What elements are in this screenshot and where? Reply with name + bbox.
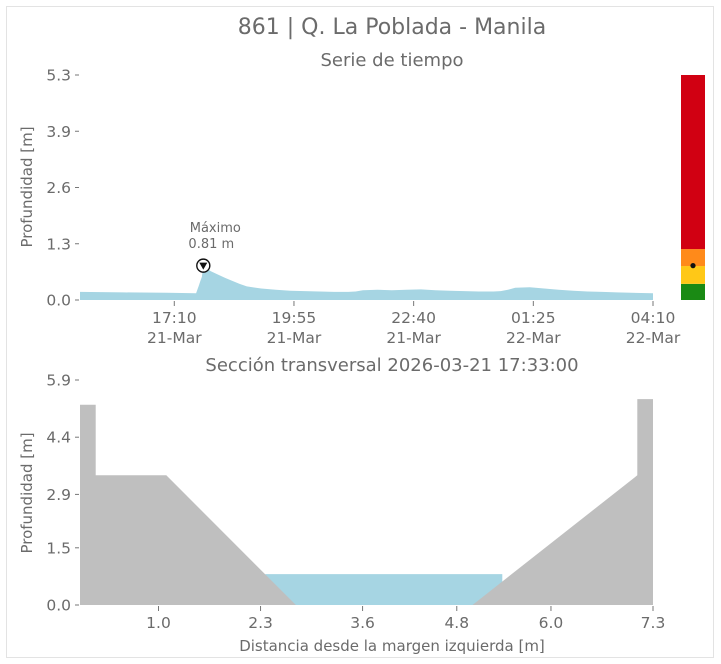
x-tick-label: 2.3 [248, 614, 273, 632]
y-tick-label: 0.0 [46, 597, 71, 615]
time-series-title: Serie de tiempo [320, 50, 463, 71]
x-tick-time: 22:40 [391, 309, 436, 327]
x-tick-label: 6.0 [539, 614, 564, 632]
y-tick-label: 2.9 [46, 486, 71, 504]
x-tick-label: 4.8 [444, 614, 469, 632]
max-annotation: Máximo 0.81 m [188, 221, 241, 273]
cross-section-xlabel: Distancia desde la margen izquierda [m] [239, 637, 545, 655]
time-series-ylabel: Profundidad [m] [18, 126, 36, 247]
cross-section-title: Sección transversal 2026-03-21 17:33:00 [205, 355, 578, 376]
cross-section-y-ticks: 0.0 1.5 2.9 4.4 5.9 [46, 372, 79, 615]
alert-level-segment [681, 266, 705, 284]
y-tick-label: 1.5 [46, 539, 71, 557]
x-tick-label: 7.3 [641, 614, 666, 632]
y-tick-label: 4.4 [46, 429, 71, 447]
water-level-area [265, 574, 503, 605]
x-tick-date: 21-Mar [147, 329, 202, 347]
alert-level-segment [681, 249, 705, 267]
x-tick-time: 19:55 [272, 309, 317, 327]
x-tick-label: 1.0 [146, 614, 171, 632]
y-tick-label: 2.6 [46, 179, 71, 197]
depth-series-area [80, 265, 653, 300]
cross-section-ylabel: Profundidad [m] [18, 432, 36, 553]
max-annotation-value: 0.81 m [188, 237, 234, 252]
figure-title: 861 | Q. La Poblada - Manila [238, 15, 546, 40]
alert-level-segment [681, 75, 705, 250]
current-level-dot [690, 263, 696, 269]
cross-section-chart: Sección transversal 2026-03-21 17:33:00 … [18, 355, 665, 655]
cross-section-x-ticks: 1.0 2.3 3.6 4.8 6.0 7.3 [146, 606, 665, 632]
x-tick-time: 04:10 [631, 309, 676, 327]
y-tick-label: 0.0 [46, 292, 71, 310]
max-annotation-label: Máximo [190, 221, 241, 236]
x-tick-time: 17:10 [152, 309, 197, 327]
y-tick-label: 3.9 [46, 123, 71, 141]
time-series-y-ticks: 0.0 1.3 2.6 3.9 5.3 [46, 67, 79, 310]
time-series-chart: Serie de tiempo Profundidad [m] 0.0 1.3 2.… [18, 50, 705, 347]
y-tick-label: 1.3 [46, 235, 71, 253]
x-tick-date: 21-Mar [386, 329, 441, 347]
x-tick-label: 3.6 [350, 614, 375, 632]
riverbank-profile [80, 399, 653, 605]
x-tick-date: 21-Mar [267, 329, 322, 347]
x-tick-time: 01:25 [511, 309, 556, 327]
y-tick-label: 5.3 [46, 67, 71, 85]
max-marker-triangle-icon [199, 262, 208, 270]
alert-level-bar [681, 75, 705, 300]
y-tick-label: 5.9 [46, 372, 71, 390]
alert-level-segment [681, 283, 705, 300]
x-tick-date: 22-Mar [506, 329, 561, 347]
x-tick-date: 22-Mar [626, 329, 681, 347]
time-series-x-ticks: 17:10 21-Mar 19:55 21-Mar 22:40 21-Mar 01:25 22… [147, 301, 681, 347]
